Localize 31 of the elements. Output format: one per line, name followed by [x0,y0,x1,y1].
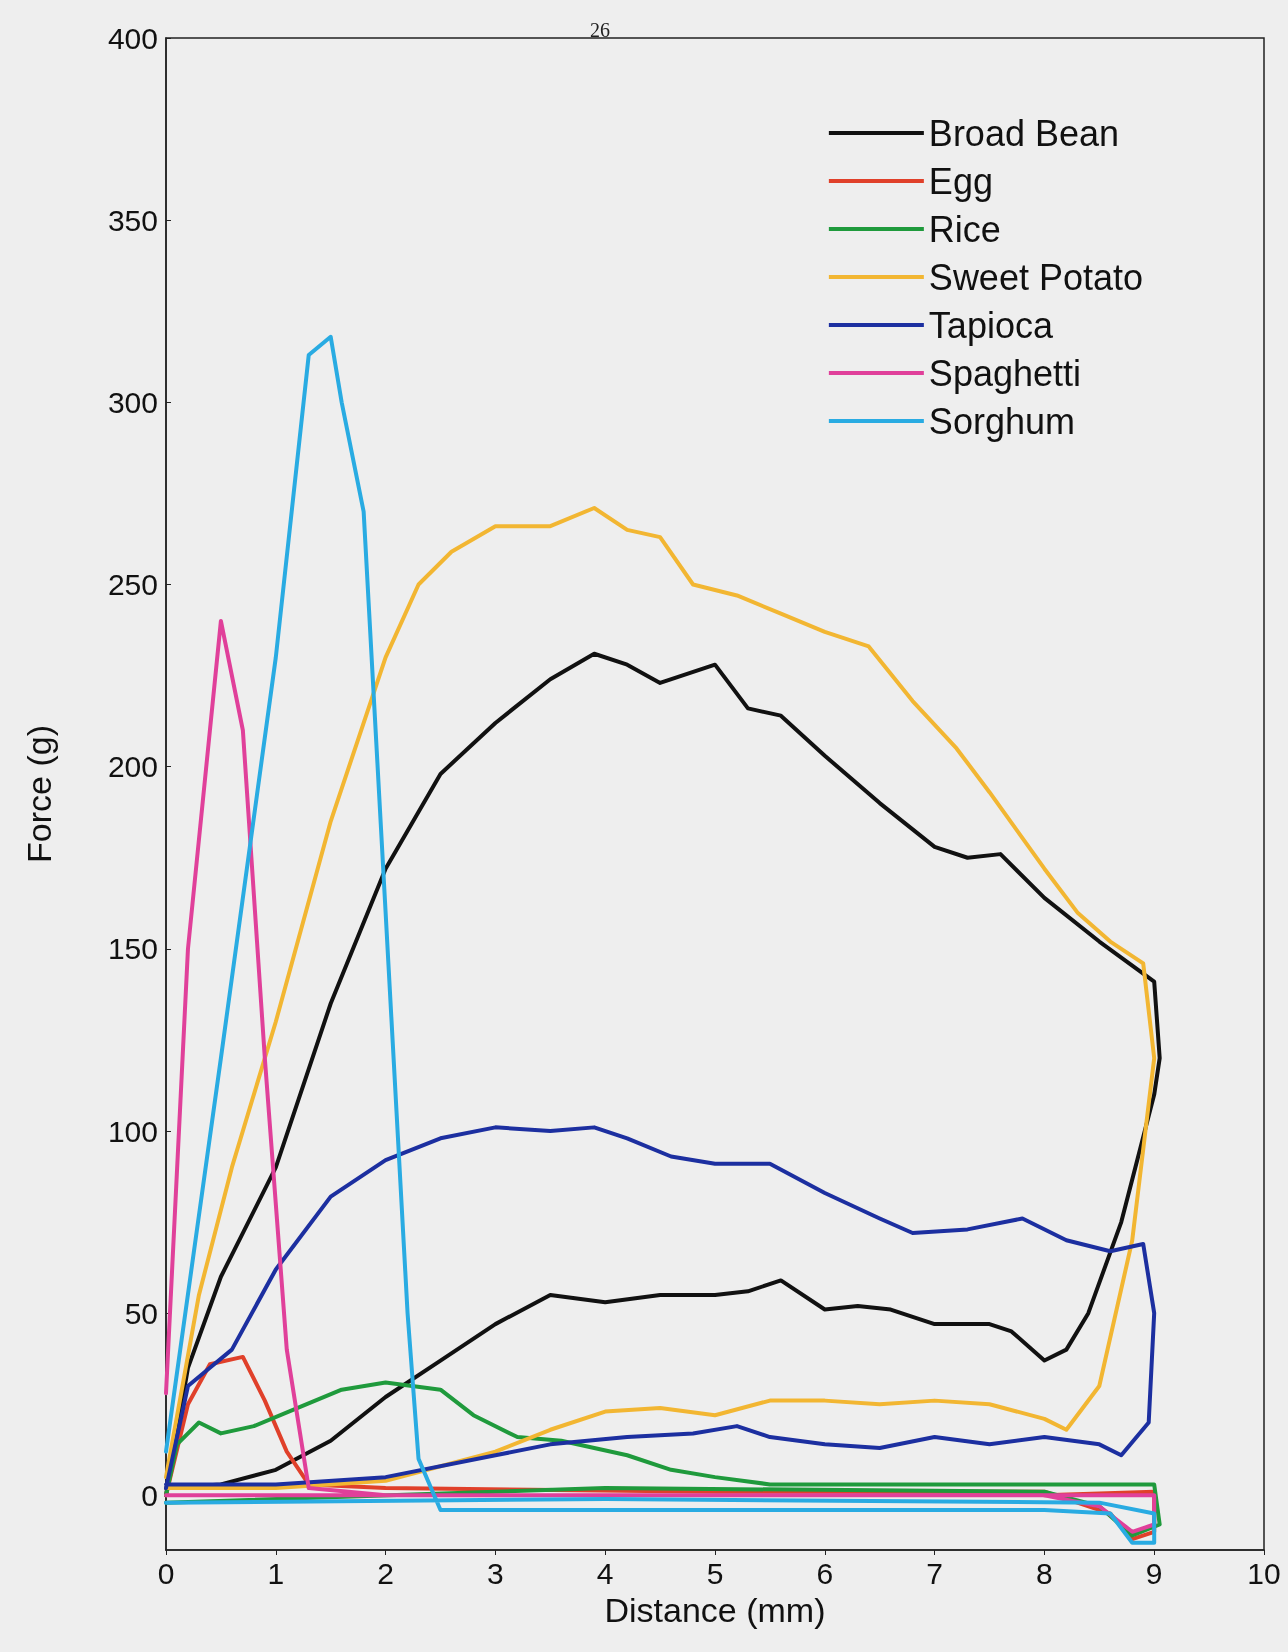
line-series [164,1125,1157,1491]
x-tick-label: 8 [1036,1556,1053,1590]
x-tick-label: 5 [706,1556,724,1590]
x-tick-label: 10 [1247,1556,1281,1590]
legend-label: Sorghum [928,400,1075,442]
legend-label: Broad Bean [928,112,1120,154]
y-tick-label: 0 [141,1478,158,1512]
y-tick-label: 100 [107,1114,158,1148]
x-tick-label: 6 [816,1556,834,1590]
x-tick-label: 3 [487,1556,504,1590]
legend-label: Sweet Potato [928,256,1143,298]
legend-label: Spaghetti [928,352,1081,394]
legend-label: Tapioca [928,304,1054,346]
y-tick-label: 250 [107,568,158,602]
x-tick-label: 2 [377,1556,394,1590]
x-axis-title: Distance (mm) [604,1590,826,1629]
x-tick-label: 9 [1145,1556,1163,1590]
y-tick-label: 200 [107,750,158,784]
line-series [164,506,1157,1491]
y-axis-title: Force (g) [20,725,58,863]
y-tick-label: 300 [107,385,158,419]
annotation: 26 [590,19,610,41]
y-tick-label: 350 [107,203,158,237]
y-tick-label: 50 [124,1296,158,1330]
x-tick-label: 7 [926,1556,943,1590]
y-tick-label: 400 [107,21,158,55]
x-tick-label: 4 [596,1556,614,1590]
legend-label: Egg [928,160,993,202]
x-tick-label: 1 [267,1556,285,1590]
legend-label: Rice [928,208,1001,250]
y-tick-label: 150 [107,932,158,966]
